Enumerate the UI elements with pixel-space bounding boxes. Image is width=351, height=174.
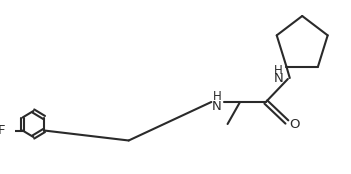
Text: F: F — [0, 124, 5, 137]
Text: H: H — [274, 64, 283, 77]
Text: N: N — [212, 100, 222, 113]
Text: H: H — [213, 89, 221, 102]
Text: N: N — [273, 73, 283, 85]
Text: O: O — [289, 118, 299, 132]
